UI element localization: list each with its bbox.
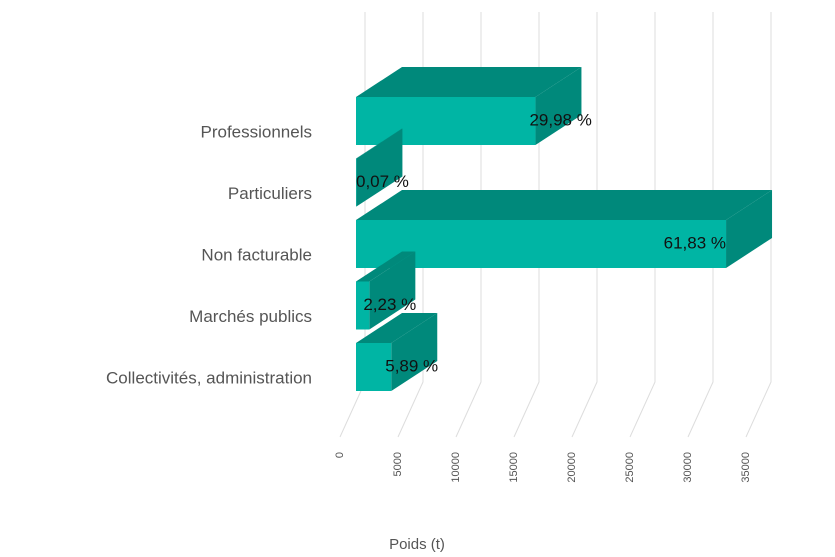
y-tick-label: Marchés publics <box>189 307 312 326</box>
y-tick-label: Professionnels <box>200 122 312 141</box>
bar-side <box>726 190 773 268</box>
bar-side <box>391 313 438 391</box>
bar-front <box>356 281 370 330</box>
data-label: 5,89 % <box>385 356 438 375</box>
bar-front <box>356 220 727 268</box>
x-tick-label: 15000 <box>508 452 520 483</box>
grid-line <box>571 12 598 438</box>
bar <box>356 67 582 145</box>
bar-top <box>356 67 582 97</box>
grid-line <box>687 12 714 438</box>
bar-top <box>356 251 416 282</box>
x-tick-label: 20000 <box>566 452 578 483</box>
x-tick-label: 10000 <box>450 452 462 483</box>
bar-top <box>356 313 438 343</box>
bar-front <box>356 97 536 145</box>
x-tick-label: 35000 <box>740 452 752 483</box>
x-tick-label: 30000 <box>682 452 694 483</box>
x-tick-label: 5000 <box>392 452 404 476</box>
grid-line <box>629 12 656 438</box>
y-tick-label: Non facturable <box>201 245 312 264</box>
data-label: 29,98 % <box>529 110 591 129</box>
bar-top <box>356 190 773 220</box>
y-tick-label: Collectivités, administration <box>106 368 312 387</box>
bar-front <box>356 343 392 391</box>
bar <box>356 190 773 268</box>
bar <box>356 251 416 330</box>
bar <box>356 128 403 207</box>
data-label: 0,07 % <box>356 172 409 191</box>
x-tick-label: 25000 <box>624 452 636 483</box>
x-tick-label: 0 <box>334 452 346 458</box>
bar-top <box>356 128 403 159</box>
data-label: 61,83 % <box>664 233 726 252</box>
x-axis-title: Poids (t) <box>389 536 445 553</box>
bar-side <box>369 251 416 330</box>
bar <box>356 313 438 391</box>
grid-line <box>745 12 772 438</box>
bar-side <box>535 67 582 145</box>
bar-side <box>356 128 403 207</box>
y-tick-label: Particuliers <box>228 184 312 203</box>
data-label: 2,23 % <box>363 295 416 314</box>
